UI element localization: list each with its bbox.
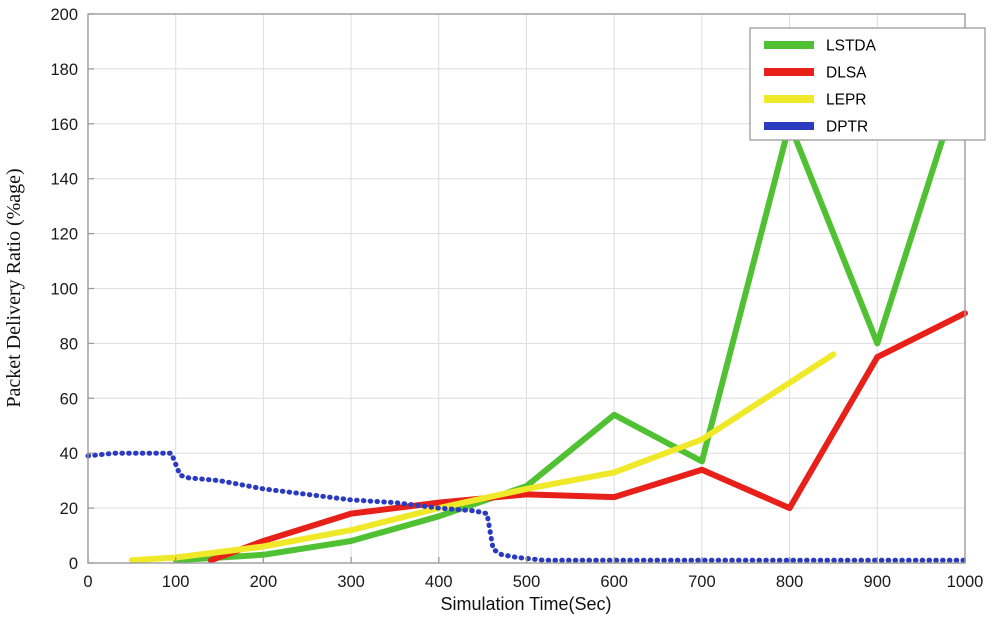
x-tick-label: 0 bbox=[83, 573, 92, 591]
y-tick-label: 80 bbox=[60, 335, 78, 353]
y-tick-label: 40 bbox=[60, 445, 78, 463]
legend-label-lepr: LEPR bbox=[826, 92, 867, 109]
legend-label-dptr: DPTR bbox=[826, 119, 868, 136]
series-line-lstda bbox=[172, 65, 968, 564]
y-tick-label: 160 bbox=[50, 116, 78, 134]
y-tick-label: 60 bbox=[60, 390, 78, 408]
x-tick-label: 300 bbox=[337, 573, 365, 591]
x-tick-label: 800 bbox=[776, 573, 804, 591]
x-tick-label: 1000 bbox=[947, 573, 984, 591]
legend-label-lstda: LSTDA bbox=[826, 38, 877, 55]
x-tick-label: 500 bbox=[513, 573, 541, 591]
x-tick-label: 700 bbox=[688, 573, 716, 591]
y-tick-label: 200 bbox=[50, 6, 78, 24]
x-tick-label: 200 bbox=[250, 573, 278, 591]
x-tick-label: 400 bbox=[425, 573, 453, 591]
x-tick-label: 100 bbox=[162, 573, 190, 591]
x-tick-label: 900 bbox=[864, 573, 892, 591]
y-tick-label: 180 bbox=[50, 61, 78, 79]
series-line-dlsa bbox=[207, 310, 968, 564]
series-line-dptr bbox=[85, 450, 968, 563]
plot-group: 0 100 200 300 400 500 600 700 800 900 1000 0 20 40 60 8… bbox=[50, 6, 986, 591]
legend-label-dlsa: DLSA bbox=[826, 65, 867, 82]
y-axis-label: Packet Delivery Ratio (%age) bbox=[3, 168, 25, 407]
x-axis-label: Simulation Time(Sec) bbox=[440, 594, 611, 614]
y-tick-label: 120 bbox=[50, 226, 78, 244]
y-tick-label: 100 bbox=[50, 281, 78, 299]
y-tick-label: 0 bbox=[69, 555, 78, 573]
x-tick-label: 600 bbox=[600, 573, 628, 591]
y-tick-label: 20 bbox=[60, 500, 78, 518]
y-tick-label: 140 bbox=[50, 171, 78, 189]
